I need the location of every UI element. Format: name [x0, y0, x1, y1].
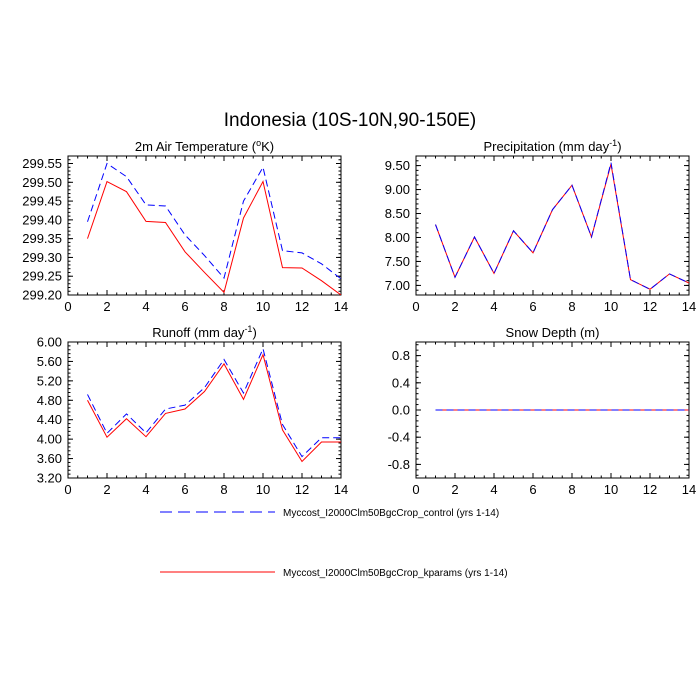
y-tick-label: 8.00 [385, 230, 410, 245]
panel-title-superscript: -1 [609, 138, 617, 148]
x-tick-label: 8 [568, 299, 575, 314]
y-tick-label: 9.00 [385, 182, 410, 197]
panel-title-rest: K) [261, 139, 274, 154]
panel-4: Snow Depth (m) 0 2 4 6 8 10 12 14 -0.8 -0.4 0.0 0.4 0… [388, 325, 697, 497]
y-tick-label: 299.20 [22, 288, 62, 303]
series-line-control [87, 162, 341, 280]
panel-title: 2m Air Temperature (oK) [135, 138, 274, 154]
y-tick-label: 0.8 [392, 348, 410, 363]
x-tick-label: 6 [181, 299, 188, 314]
y-tick-label: 6.00 [37, 335, 62, 350]
x-tick-label: 14 [682, 482, 696, 497]
y-tick-label: 299.45 [22, 194, 62, 209]
series-line-control [87, 347, 341, 458]
y-tick-label: -0.4 [388, 430, 410, 445]
x-tick-label: 6 [529, 482, 536, 497]
series-line-kparams [87, 353, 341, 463]
x-tick-label: 12 [295, 482, 309, 497]
y-tick-label: 0.4 [392, 375, 410, 390]
x-tick-label: 0 [64, 299, 71, 314]
panel-title-superscript: -1 [244, 324, 252, 334]
panels: 2m Air Temperature (oK) 0 2 4 6 8 10 12 14 299.20… [22, 138, 696, 497]
y-tick-label: 299.35 [22, 231, 62, 246]
y-tick-label: 4.00 [37, 432, 62, 447]
x-tick-label: 12 [643, 299, 657, 314]
x-tick-label: 2 [103, 482, 110, 497]
series-line-control [435, 162, 689, 290]
plot-frame [67, 155, 342, 296]
y-tick-label: 7.50 [385, 254, 410, 269]
y-tick-label: 8.50 [385, 206, 410, 221]
legend-label-control: Myccost_I2000Clm50BgcCrop_control (yrs 1… [283, 508, 499, 519]
x-tick-label: 0 [64, 482, 71, 497]
x-tick-label: 4 [490, 299, 497, 314]
panel-title-main: 2m Air Temperature ( [135, 139, 257, 154]
y-tick-label: 299.55 [22, 156, 62, 171]
x-tick-label: 2 [451, 482, 458, 497]
y-tick-label: 3.60 [37, 451, 62, 466]
y-tick-label: 299.30 [22, 250, 62, 265]
x-tick-label: 4 [142, 482, 149, 497]
panel-title: Precipitation (mm day-1) [483, 138, 621, 154]
panel-title-rest: ) [252, 325, 256, 340]
y-tick-label: 0.0 [392, 403, 410, 418]
x-tick-label: 0 [412, 299, 419, 314]
x-tick-label: 8 [220, 482, 227, 497]
x-tick-label: 10 [604, 482, 618, 497]
panel-title-main: Runoff (mm day [152, 325, 245, 340]
panel-3: Runoff (mm day-1) 0 2 4 6 8 10 12 14 3.20 3.60 4.00… [37, 324, 349, 497]
main-title: Indonesia (10S-10N,90-150E) [224, 110, 476, 131]
y-tick-label: 299.40 [22, 212, 62, 227]
x-tick-label: 0 [412, 482, 419, 497]
panel-title-superscript: o [256, 138, 261, 148]
x-tick-label: 10 [256, 482, 270, 497]
x-tick-label: 10 [604, 299, 618, 314]
y-tick-label: 5.60 [37, 354, 62, 369]
y-tick-label: 4.40 [37, 412, 62, 427]
legend-label-kparams: Myccost_I2000Clm50BgcCrop_kparams (yrs 1… [283, 568, 508, 579]
x-tick-label: 2 [103, 299, 110, 314]
x-tick-label: 4 [490, 482, 497, 497]
x-tick-label: 8 [220, 299, 227, 314]
series-line-kparams [435, 164, 689, 290]
x-tick-label: 12 [643, 482, 657, 497]
y-tick-label: -0.8 [388, 457, 410, 472]
y-tick-label: 3.20 [37, 471, 62, 486]
y-tick-label: 299.50 [22, 175, 62, 190]
x-tick-label: 14 [334, 299, 348, 314]
panel-title-main: Snow Depth (m) [506, 325, 600, 340]
x-tick-label: 8 [568, 482, 575, 497]
panel-title-main: Precipitation (mm day [483, 139, 609, 154]
y-tick-label: 5.20 [37, 373, 62, 388]
panel-2: Precipitation (mm day-1) 0 2 4 6 8 10 12 14 7.00 7… [385, 138, 697, 314]
x-tick-label: 6 [181, 482, 188, 497]
panel-1: 2m Air Temperature (oK) 0 2 4 6 8 10 12 14 299.20… [22, 138, 348, 314]
x-tick-label: 10 [256, 299, 270, 314]
legend: Myccost_I2000Clm50BgcCrop_control (yrs 1… [160, 508, 508, 579]
x-tick-label: 2 [451, 299, 458, 314]
x-tick-label: 6 [529, 299, 536, 314]
y-tick-label: 7.00 [385, 278, 410, 293]
panel-title: Snow Depth (m) [506, 325, 600, 340]
x-tick-label: 14 [682, 299, 696, 314]
x-tick-label: 4 [142, 299, 149, 314]
x-tick-label: 14 [334, 482, 348, 497]
panel-title-rest: ) [617, 139, 621, 154]
y-tick-label: 299.25 [22, 269, 62, 284]
panel-title: Runoff (mm day-1) [152, 324, 257, 340]
x-tick-label: 12 [295, 299, 309, 314]
y-tick-label: 9.50 [385, 158, 410, 173]
series-line-kparams [87, 180, 341, 295]
y-tick-label: 4.80 [37, 393, 62, 408]
